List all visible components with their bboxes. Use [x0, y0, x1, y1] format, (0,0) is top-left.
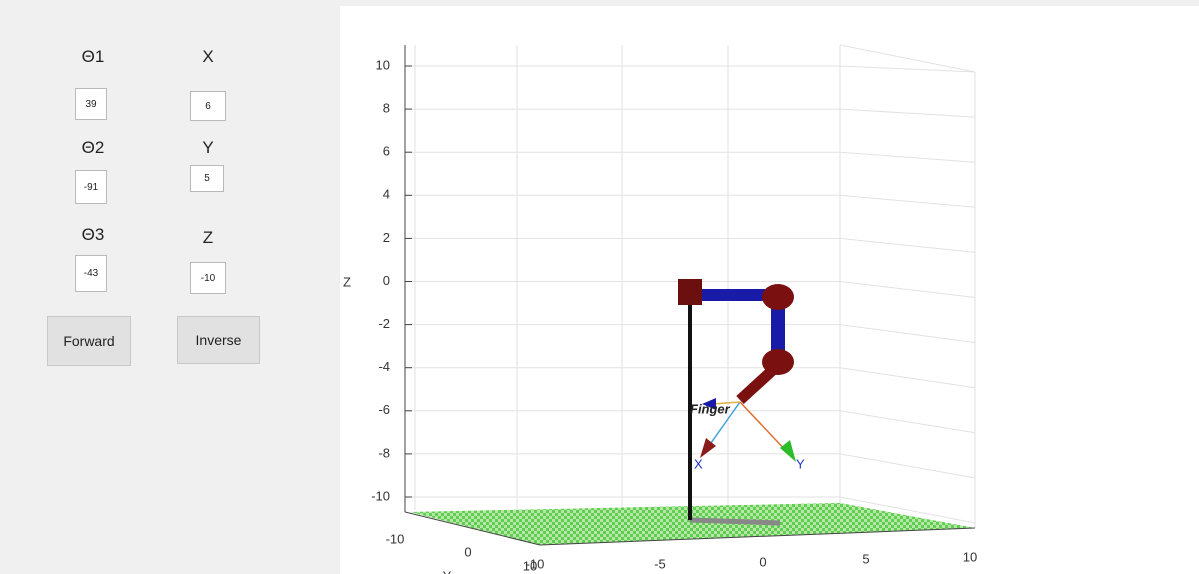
z-tick-label: 10 [376, 57, 390, 72]
frame-x-label: X [694, 456, 703, 471]
y-axis-label: Y [443, 568, 452, 574]
shadow [690, 520, 780, 523]
plot-3d: Finger X Y Z Y X 1086420-2-4-6-8-10-10-5… [0, 0, 1199, 574]
x-tick-label: 0 [759, 554, 766, 569]
z-tick-label: -2 [378, 316, 390, 331]
z-tick-label: -4 [378, 359, 390, 374]
z-tick-label: -8 [378, 445, 390, 460]
z-tick-label: 4 [383, 187, 390, 202]
x-tick-label: -5 [654, 556, 666, 571]
z-tick-label: 8 [383, 101, 390, 116]
base-joint [678, 279, 702, 305]
z-tick-label: 0 [383, 273, 390, 288]
z-axis-label: Z [343, 274, 351, 289]
finger-label: Finger [690, 401, 731, 416]
z-tick-label: -10 [371, 488, 390, 503]
z-tick-label: 6 [383, 144, 390, 159]
z-tick-label: -6 [378, 402, 390, 417]
y-tick-label: -10 [386, 531, 405, 546]
x-tick-label: 10 [963, 549, 977, 564]
app-window: Θ139X6Θ2-91Y5Θ3-43Z-10ForwardInverse Fin… [0, 0, 1199, 574]
x-tick-label: 5 [862, 551, 869, 566]
z-tick-label: 2 [383, 230, 390, 245]
joint-2 [762, 284, 794, 310]
frame-y-label: Y [796, 456, 805, 471]
y-tick-label: 0 [464, 544, 471, 559]
y-tick-label: 10 [523, 558, 537, 573]
